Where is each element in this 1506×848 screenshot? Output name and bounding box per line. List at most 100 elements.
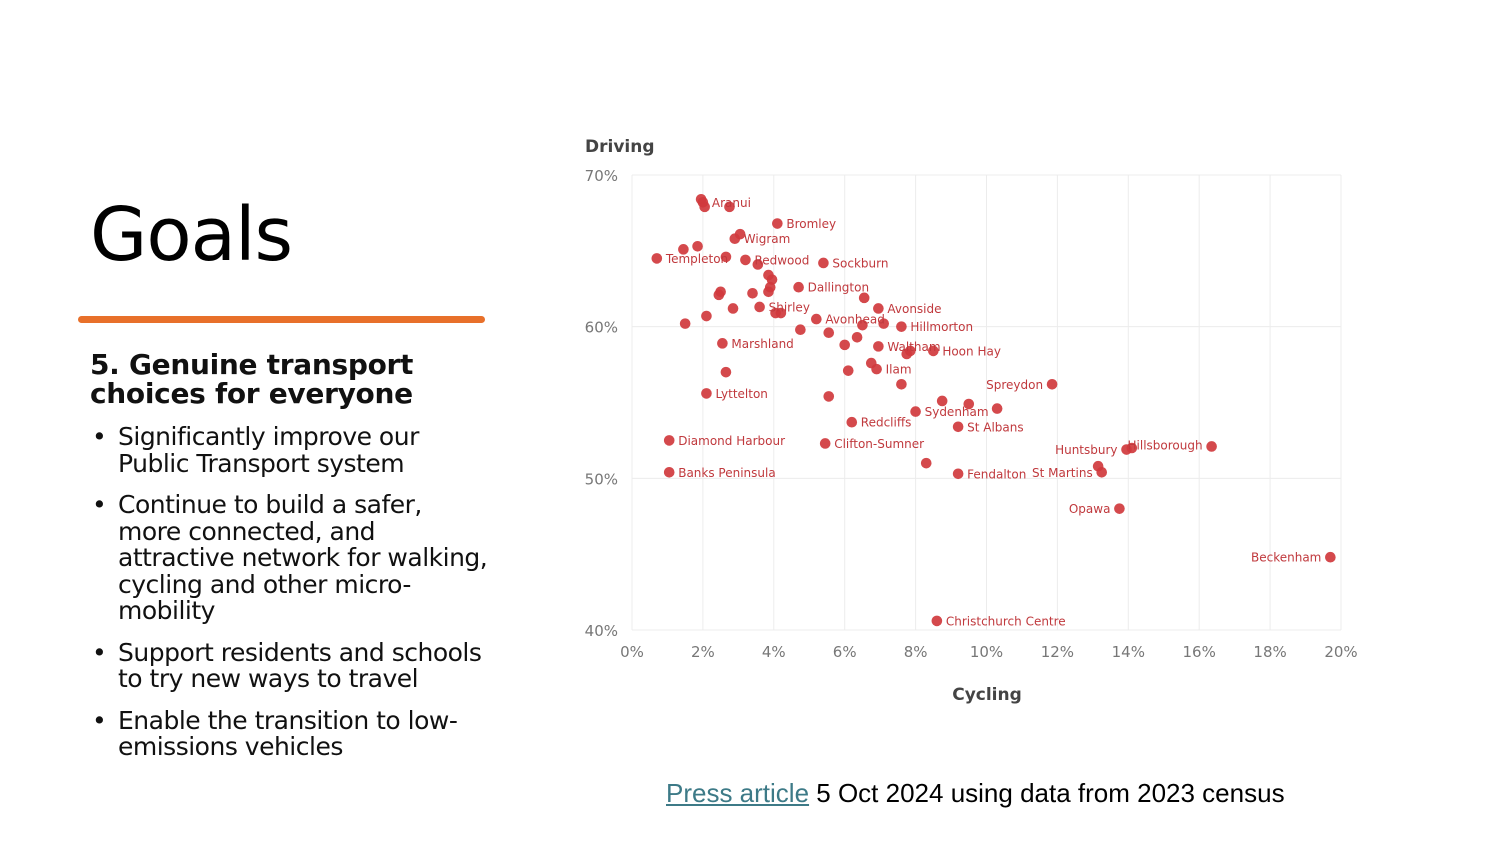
source-footer: Press article 5 Oct 2024 using data from… bbox=[666, 778, 1285, 809]
data-point[interactable] bbox=[819, 438, 831, 449]
data-point[interactable] bbox=[752, 259, 764, 270]
data-label: Opawa bbox=[1069, 502, 1111, 516]
data-point[interactable] bbox=[678, 244, 689, 255]
data-point[interactable] bbox=[842, 365, 854, 376]
data-point[interactable] bbox=[717, 338, 728, 349]
data-point[interactable] bbox=[727, 303, 739, 314]
data-label: Templeton bbox=[665, 252, 728, 266]
data-point[interactable] bbox=[896, 321, 907, 332]
data-point[interactable] bbox=[991, 403, 1003, 414]
press-article-link[interactable]: Press article bbox=[666, 778, 810, 808]
bullet-text: Significantly improve our Public Transpo… bbox=[118, 422, 419, 478]
data-point[interactable] bbox=[651, 253, 663, 264]
source-note: 5 Oct 2024 using data from 2023 census bbox=[809, 778, 1285, 808]
data-label: Christchurch Centre bbox=[946, 614, 1066, 628]
data-point[interactable] bbox=[857, 319, 868, 331]
data-point[interactable] bbox=[931, 615, 943, 627]
data-point[interactable] bbox=[846, 416, 858, 428]
data-point[interactable] bbox=[701, 310, 712, 322]
data-point[interactable] bbox=[904, 345, 916, 357]
bullet-item: • Support residents and schools to try ne… bbox=[88, 637, 488, 693]
x-tick-label: 2% bbox=[691, 643, 715, 661]
goal-bullet-list: • Significantly improve our Public Transp… bbox=[88, 422, 488, 776]
data-point[interactable] bbox=[740, 254, 751, 266]
data-point[interactable] bbox=[747, 288, 758, 299]
data-point[interactable] bbox=[701, 388, 712, 399]
data-point[interactable] bbox=[772, 218, 783, 229]
data-point[interactable] bbox=[963, 398, 975, 410]
data-label: Fendalton bbox=[967, 467, 1026, 481]
data-label: Hillsborough bbox=[1128, 438, 1203, 452]
data-label: Ilam bbox=[886, 363, 912, 377]
data-point[interactable] bbox=[811, 313, 822, 325]
data-point[interactable] bbox=[770, 307, 781, 319]
y-tick-label: 60% bbox=[585, 319, 618, 337]
bullet-item: • Continue to build a safer, more connect… bbox=[88, 491, 488, 625]
data-label: St Albans bbox=[967, 420, 1024, 434]
data-point[interactable] bbox=[873, 303, 884, 314]
data-label: Spreydon bbox=[986, 378, 1043, 392]
data-point[interactable] bbox=[720, 366, 732, 378]
y-axis-title: Driving bbox=[585, 137, 655, 157]
data-point[interactable] bbox=[692, 240, 703, 252]
data-point[interactable] bbox=[878, 318, 889, 329]
data-point[interactable] bbox=[952, 421, 964, 433]
data-point[interactable] bbox=[720, 251, 732, 263]
data-point[interactable] bbox=[754, 301, 765, 313]
data-point[interactable] bbox=[873, 341, 884, 352]
data-label: Huntsbury bbox=[1055, 443, 1117, 457]
data-point[interactable] bbox=[793, 281, 804, 293]
data-point[interactable] bbox=[823, 327, 835, 339]
x-tick-label: 20% bbox=[1324, 643, 1357, 661]
bullet-text: Support residents and schools to try new… bbox=[118, 637, 482, 693]
x-tick-label: 12% bbox=[1041, 643, 1074, 661]
scatter-chart: Driving Cycling 0% 2% 4% 6% 8% 10% 12% 14% 16% 18… bbox=[585, 137, 1358, 705]
data-point[interactable] bbox=[920, 457, 932, 469]
data-label: Sydenham bbox=[925, 405, 989, 419]
data-point[interactable] bbox=[896, 379, 907, 390]
data-label: Clifton-Sumner bbox=[834, 437, 924, 451]
data-point[interactable] bbox=[713, 289, 725, 301]
x-tick-label: 8% bbox=[904, 643, 928, 661]
data-point[interactable] bbox=[724, 201, 735, 213]
data-label: Redwood bbox=[754, 253, 809, 267]
x-tick-label: 14% bbox=[1112, 643, 1145, 661]
data-point[interactable] bbox=[1126, 442, 1138, 454]
data-point[interactable] bbox=[795, 324, 806, 335]
data-label: Diamond Harbour bbox=[678, 434, 785, 448]
data-point[interactable] bbox=[823, 391, 835, 402]
bullet-icon: • bbox=[92, 422, 107, 451]
data-point[interactable] bbox=[1114, 503, 1125, 514]
data-point[interactable] bbox=[1206, 441, 1217, 452]
bullet-icon: • bbox=[92, 637, 107, 667]
data-point[interactable] bbox=[936, 395, 948, 407]
data-point[interactable] bbox=[928, 345, 939, 357]
bullet-text: Enable the transition to low-emissions v… bbox=[118, 705, 458, 761]
data-point[interactable] bbox=[1096, 466, 1108, 478]
data-point[interactable] bbox=[679, 318, 691, 329]
data-label: Banks Peninsula bbox=[678, 466, 776, 480]
data-label: Aranui bbox=[712, 196, 751, 210]
data-point[interactable] bbox=[763, 286, 774, 298]
data-point[interactable] bbox=[663, 435, 675, 446]
y-tick-label: 70% bbox=[585, 167, 618, 185]
data-point[interactable] bbox=[818, 257, 829, 269]
data-label: Beckenham bbox=[1251, 551, 1321, 565]
data-point[interactable] bbox=[910, 406, 921, 417]
goal-subheading: 5. Genuine transport choices for everyon… bbox=[90, 348, 414, 410]
x-tick-label: 10% bbox=[970, 643, 1003, 661]
data-points bbox=[651, 193, 1336, 627]
data-point[interactable] bbox=[1325, 551, 1336, 563]
data-point[interactable] bbox=[699, 201, 710, 213]
data-point[interactable] bbox=[663, 466, 675, 478]
x-tick-label: 18% bbox=[1253, 643, 1286, 661]
data-point[interactable] bbox=[839, 339, 850, 351]
data-point[interactable] bbox=[871, 363, 882, 375]
data-point[interactable] bbox=[1046, 379, 1058, 390]
data-point[interactable] bbox=[858, 292, 870, 304]
data-point[interactable] bbox=[851, 331, 863, 343]
data-label: St Martins bbox=[1032, 466, 1093, 480]
chart-grid bbox=[631, 174, 1342, 631]
data-point[interactable] bbox=[734, 228, 746, 240]
data-point[interactable] bbox=[952, 468, 964, 480]
